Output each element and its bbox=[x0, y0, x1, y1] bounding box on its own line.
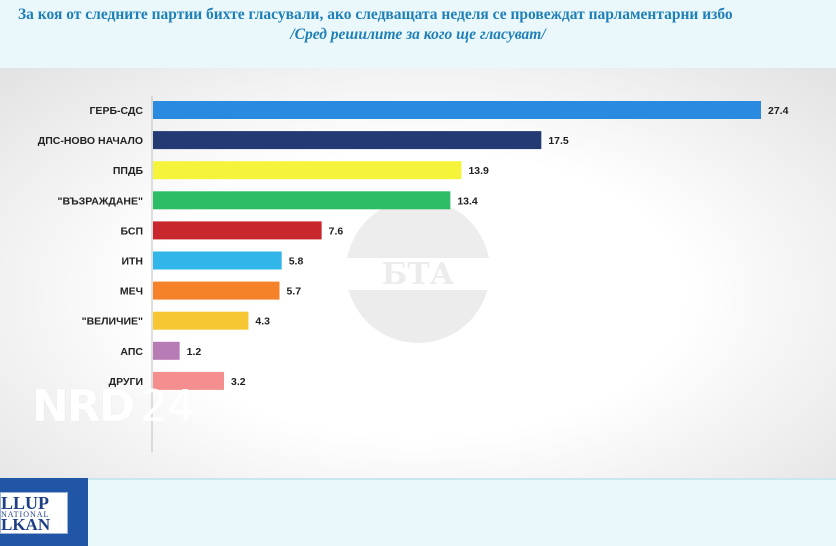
bar-3 bbox=[153, 161, 462, 180]
footer-band bbox=[0, 478, 836, 546]
chart-subtitle: /Сред решилите за кого ще гласуват/ bbox=[290, 26, 546, 43]
bta-watermark-band bbox=[340, 258, 496, 290]
category-label-9: АПС bbox=[120, 346, 143, 358]
bta-watermark-circle bbox=[346, 199, 490, 343]
value-label-9: 1.2 bbox=[187, 346, 202, 358]
category-label-7: МЕЧ bbox=[120, 286, 143, 298]
bar-10 bbox=[153, 371, 225, 390]
bar-1 bbox=[153, 101, 761, 119]
bar-6 bbox=[153, 251, 282, 270]
gallup-logo-line3: LKAN bbox=[1, 515, 51, 534]
bar-8 bbox=[153, 311, 249, 330]
value-label-7: 5.7 bbox=[286, 286, 301, 298]
gallup-logo-line1: LLUP bbox=[1, 493, 50, 513]
category-label-5: БСП bbox=[120, 225, 143, 237]
category-label-4: "ВЪЗРАЖДАНЕ" bbox=[57, 195, 143, 207]
bar-7 bbox=[153, 281, 280, 300]
bta-watermark: БТА bbox=[340, 199, 496, 343]
value-label-6: 5.8 bbox=[289, 256, 304, 268]
bar-4 bbox=[153, 191, 451, 210]
category-label-8: "ВЕЛИЧИЕ" bbox=[82, 316, 143, 328]
category-label-3: ППДБ bbox=[113, 165, 144, 177]
bar-5 bbox=[153, 221, 322, 240]
nrd-watermark-text: NRD bbox=[32, 381, 135, 432]
value-label-8: 4.3 bbox=[255, 316, 270, 328]
footer-divider bbox=[0, 478, 836, 480]
value-label-10: 3.2 bbox=[231, 376, 246, 388]
bar-2 bbox=[153, 131, 542, 150]
category-label-6: ИТН bbox=[121, 256, 143, 268]
value-label-1: 27.4 bbox=[768, 105, 789, 117]
nrd24-watermark: NRD bbox=[32, 381, 135, 432]
bar-9 bbox=[153, 341, 180, 360]
value-label-3: 13.9 bbox=[468, 165, 489, 177]
value-label-2: 17.5 bbox=[548, 135, 569, 147]
gallup-logo-line2: NATIONAL bbox=[1, 510, 50, 519]
category-label-1: ГЕРБ-СДС bbox=[89, 105, 143, 117]
bar-chart: БТА ГЕРБ-СДС 27.4 ДПС-НОВО НАЧАЛО 17.5 ППДБ 1… bbox=[38, 96, 789, 452]
category-label-2: ДПС-НОВО НАЧАЛО bbox=[38, 135, 143, 147]
title-band bbox=[0, 0, 836, 68]
value-label-5: 7.6 bbox=[329, 225, 344, 237]
nrd24-watermark-number: 24 bbox=[140, 381, 195, 432]
category-label-10: ДРУГИ bbox=[109, 376, 143, 388]
bta-watermark-text: БТА bbox=[382, 257, 455, 292]
bars-group: ГЕРБ-СДС 27.4 ДПС-НОВО НАЧАЛО 17.5 ППДБ 13.9 "… bbox=[38, 101, 789, 390]
gallup-logo: LLUP NATIONAL LKAN bbox=[0, 478, 88, 546]
gallup-logo-plate: LLUP NATIONAL LKAN bbox=[0, 492, 68, 534]
chart-title: За коя от следните партии бихте гласувал… bbox=[18, 6, 733, 23]
value-label-4: 13.4 bbox=[457, 195, 478, 207]
